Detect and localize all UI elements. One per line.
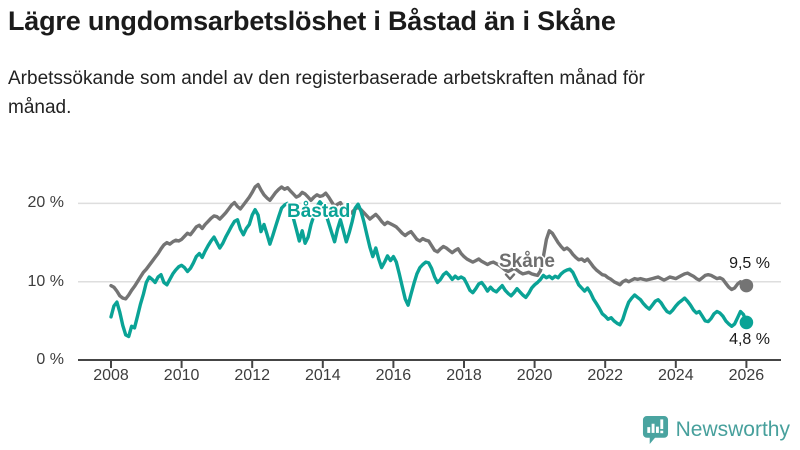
- x-tick-label: 2016: [375, 367, 412, 384]
- x-tick-label: 2010: [163, 367, 200, 384]
- x-tick-label: 2026: [728, 367, 765, 384]
- newsworthy-logo: Newsworthy: [642, 413, 790, 447]
- bastad-end-value-label: 4,8 %: [729, 331, 770, 348]
- y-tick-label: 20 %: [27, 194, 64, 212]
- bastad-series-label: Båstad: [287, 201, 351, 222]
- bastad-line: [109, 200, 749, 339]
- x-tick-label: 2008: [93, 367, 129, 384]
- x-tick-label: 2022: [587, 367, 623, 384]
- x-tick-label: 2018: [446, 367, 482, 384]
- chart-title: Lägre ungdomsarbetslöshet i Båstad än i …: [8, 6, 616, 36]
- x-tick-label: 2012: [234, 367, 270, 384]
- newsworthy-bubble-chart-icon: [642, 415, 668, 444]
- x-tick-label: 2024: [658, 367, 694, 384]
- chevron-down-icon: [504, 273, 516, 281]
- x-tick-label: 2020: [516, 367, 553, 384]
- chart-subtitle: Arbetssökande som andel av den registerb…: [8, 68, 645, 119]
- skane-line: [109, 182, 749, 301]
- skane-end-value-label: 9,5 %: [729, 255, 770, 272]
- x-tick-label: 2014: [305, 367, 341, 384]
- y-tick-label: 0 %: [36, 351, 64, 368]
- skane-series-label: Skåne: [499, 251, 555, 272]
- skane-end-dot: [739, 278, 754, 293]
- y-tick-label: 10 %: [27, 272, 64, 290]
- bastad-end-dot: [739, 315, 754, 330]
- newsworthy-wordmark: Newsworthy: [675, 418, 790, 441]
